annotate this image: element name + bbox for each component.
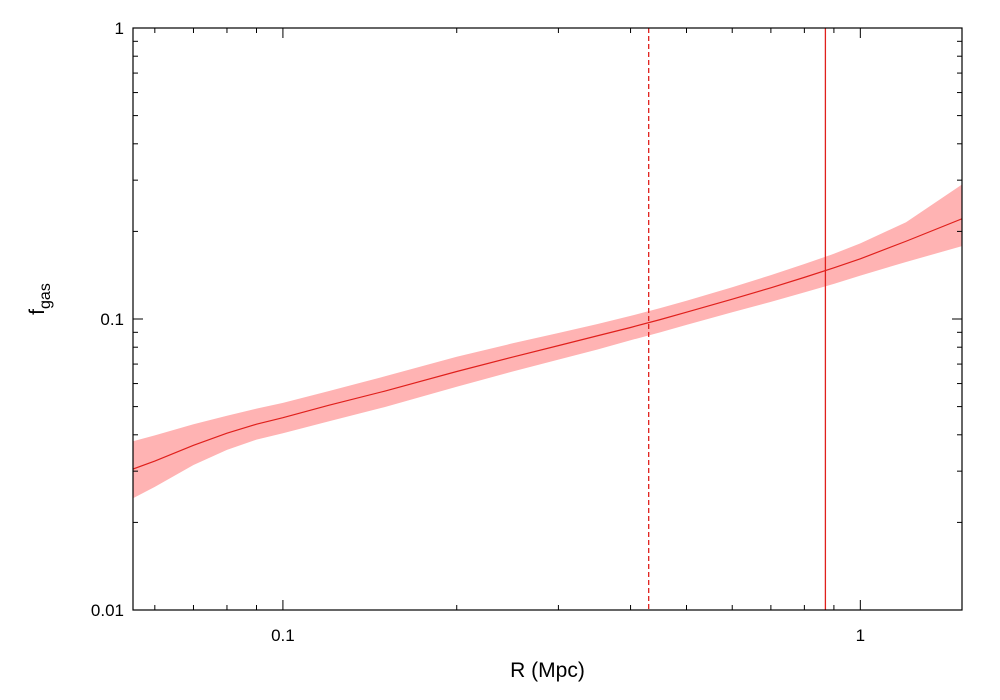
series-line-0: [133, 218, 962, 470]
y-axis-label-subscript: gas: [37, 283, 54, 309]
y-tick-label: 0.1: [100, 310, 124, 329]
ticks-layer: [133, 28, 962, 611]
y-tick-label: 0.01: [91, 601, 124, 620]
y-axis-label: fgas: [26, 283, 54, 315]
plot-layer: [133, 28, 962, 610]
plot-area: [133, 28, 962, 610]
x-axis-label: R (Mpc): [510, 659, 585, 682]
plot-frame: [132, 27, 963, 611]
x-tick-label: 1: [856, 626, 865, 645]
y-tick-label: 1: [115, 19, 124, 38]
error-band-0: [133, 184, 962, 499]
y-axis-label-main: f: [26, 309, 49, 315]
labels-layer: 0.01 0.1 1 0.1 1: [91, 19, 865, 645]
x-tick-label: 0.1: [271, 626, 295, 645]
